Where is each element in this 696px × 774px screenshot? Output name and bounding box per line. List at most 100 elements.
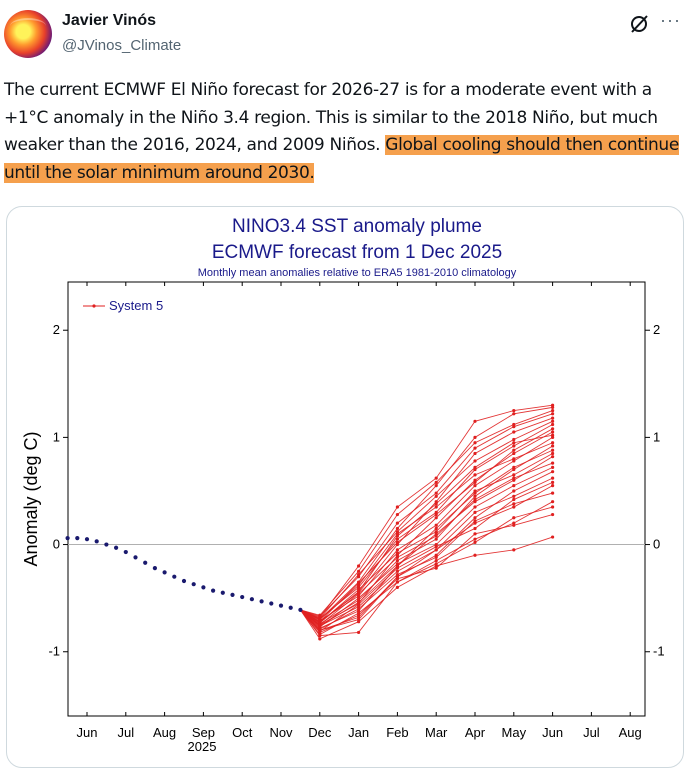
avatar[interactable] (4, 10, 52, 58)
observed-point (191, 582, 196, 587)
ensemble-member-point (473, 473, 477, 477)
ensemble-member-point (434, 566, 438, 570)
ensemble-member-point (357, 581, 361, 585)
observed-point (65, 536, 70, 541)
observed-point (278, 603, 284, 608)
ensemble-member-point (473, 451, 477, 456)
ensemble-member-point (473, 491, 477, 495)
ensemble-member-point (551, 476, 555, 480)
ensemble-member-point (318, 616, 322, 621)
observed-point (288, 605, 293, 610)
ensemble-member-line (300, 506, 553, 636)
more-icon[interactable]: ··· (660, 10, 681, 30)
ensemble-member-point (473, 540, 477, 544)
ensemble-member-point (473, 459, 477, 463)
x-tick-label: Jun (542, 725, 563, 740)
ensemble-member-point (551, 505, 555, 509)
ensemble-member-point (512, 465, 516, 469)
x-tick-label: May (502, 725, 527, 740)
ensemble-member-point (395, 526, 399, 531)
observed-point (181, 578, 187, 584)
ensemble-member-point (434, 505, 438, 509)
x-tick-label: Dec (308, 725, 332, 740)
ensemble-member-point (551, 444, 555, 448)
ensemble-member-point (434, 553, 438, 557)
ensemble-member-line (300, 410, 553, 616)
ensemble-member-point (395, 555, 399, 560)
ensemble-member-point (512, 437, 516, 442)
grok-icon[interactable] (628, 13, 650, 35)
ensemble-member-point (357, 630, 361, 635)
ensemble-member-point (395, 551, 399, 555)
ensemble-member-point (357, 615, 361, 620)
observed-point (143, 560, 148, 565)
ensemble-member-point (551, 512, 555, 517)
ensemble-member-point (357, 611, 361, 615)
ensemble-member-point (512, 412, 516, 416)
observed-point (240, 594, 245, 600)
ensemble-member-point (551, 465, 555, 469)
ensemble-member-point (512, 451, 516, 456)
ensemble-member-line (300, 514, 553, 633)
ensemble-member-point (395, 564, 399, 568)
ensemble-member-point (318, 637, 322, 641)
ensemble-member-line (300, 431, 553, 626)
ensemble-member-point (512, 505, 516, 509)
ensemble-member-point (473, 441, 477, 445)
ensemble-member-point (473, 510, 477, 514)
ensemble-member-point (395, 559, 399, 563)
author-name[interactable]: Javier Vinós (62, 12, 156, 29)
observed-point (84, 537, 90, 542)
y-tick-label-right: 0 (653, 537, 660, 552)
ensemble-member-point (473, 465, 477, 469)
ensemble-member-point (512, 497, 516, 502)
ensemble-member-point (434, 516, 438, 520)
ensemble-member-line (300, 413, 553, 617)
ensemble-member-point (512, 516, 516, 520)
ensemble-member-point (395, 534, 399, 538)
ensemble-member-point (357, 620, 361, 624)
ensemble-member-point (551, 535, 555, 539)
ensemble-member-point (395, 569, 399, 573)
ensemble-member-point (357, 590, 361, 594)
ensemble-member-point (434, 559, 438, 563)
x-tick-label: Apr (465, 725, 486, 740)
ensemble-member-point (434, 512, 438, 517)
ensemble-member-point (395, 548, 399, 552)
observed-point (220, 590, 225, 595)
ensemble-member-point (434, 526, 438, 531)
observed-point (249, 597, 254, 602)
ensemble-member-point (512, 422, 516, 427)
ensemble-member-point (551, 412, 555, 416)
ensemble-member-point (512, 502, 516, 506)
ensemble-member-point (551, 427, 555, 431)
observed-point (114, 545, 119, 550)
x-tick-label: Oct (232, 725, 253, 740)
ensemble-member-point (512, 441, 516, 445)
ensemble-member-point (318, 621, 322, 625)
ensemble-member-point (395, 505, 399, 509)
ensemble-member-line (300, 417, 553, 623)
ensemble-member-point (434, 562, 438, 566)
ensemble-member-point (473, 532, 477, 536)
tweet-media-chart[interactable]: NINO3.4 SST anomaly plume ECMWF forecast… (6, 206, 684, 768)
ensemble-member-point (357, 607, 361, 611)
ensemble-member-point (512, 430, 516, 434)
chart-title: NINO3.4 SST anomaly plume (232, 216, 482, 237)
x-tick-label: Aug (153, 725, 176, 740)
ensemble-member-point (512, 444, 516, 448)
ensemble-member-point (512, 484, 516, 488)
observed-point (172, 574, 177, 579)
ensemble-member-point (512, 523, 516, 527)
chart-note: Monthly mean anomalies relative to ERA5 … (198, 267, 517, 279)
x-tick-label: Jul (583, 725, 600, 740)
ensemble-member-point (473, 537, 477, 541)
chart-subtitle: ECMWF forecast from 1 Dec 2025 (212, 242, 502, 263)
ensemble-member-point (512, 489, 516, 493)
ensemble-member-point (473, 505, 477, 509)
y-tick-label-left: 2 (53, 322, 60, 337)
ensemble-member-line (300, 404, 553, 618)
x-tick-label: Mar (425, 725, 448, 740)
author-handle[interactable]: @JVinos_Climate (62, 37, 182, 54)
ensemble-member-point (434, 480, 438, 484)
